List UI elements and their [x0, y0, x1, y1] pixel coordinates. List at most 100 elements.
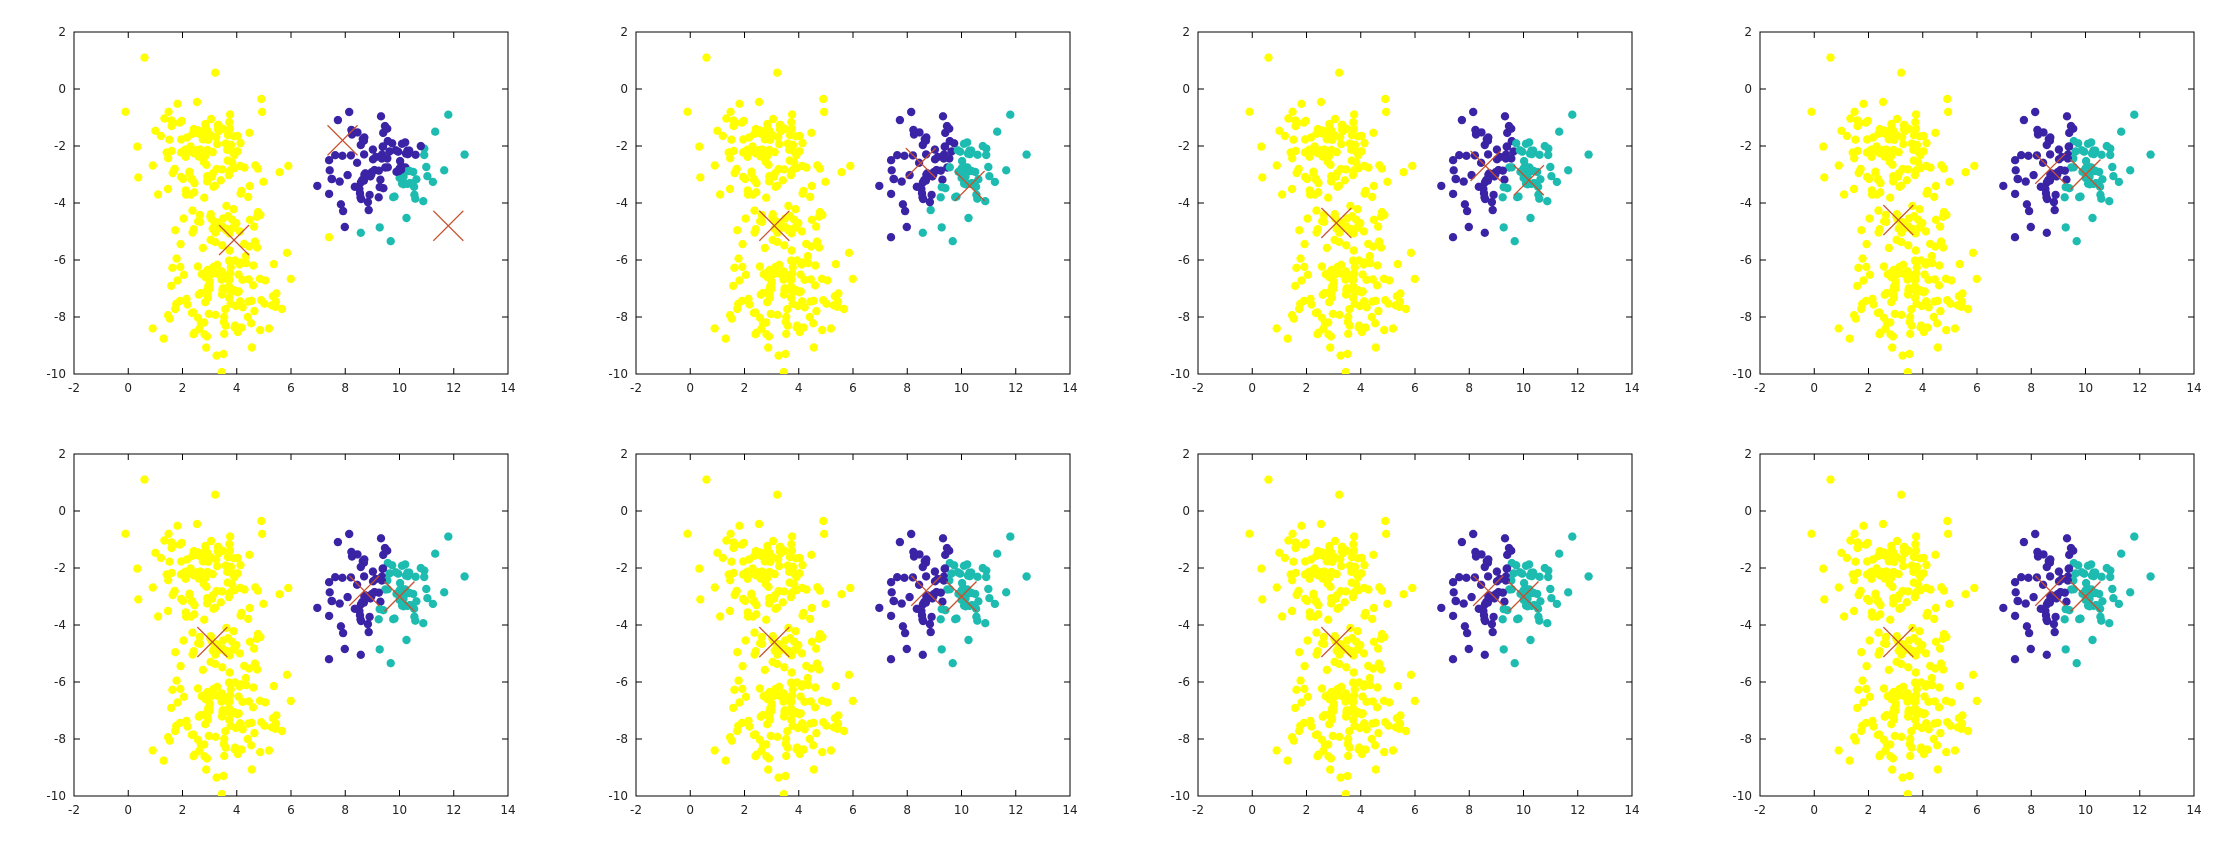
data-point: [729, 703, 738, 713]
data-point: [229, 554, 238, 563]
data-point: [1383, 599, 1392, 608]
data-point: [2091, 166, 2100, 176]
data-point: [1931, 242, 1940, 251]
data-point: [1349, 697, 1358, 706]
data-point: [245, 128, 254, 137]
data-point: [1395, 297, 1405, 306]
data-point: [1943, 529, 1953, 539]
data-point: [1310, 568, 1319, 578]
data-point: [1958, 289, 1967, 298]
data-point: [1911, 124, 1921, 133]
data-point: [1957, 719, 1967, 728]
data-point: [762, 193, 771, 202]
data-point: [1245, 529, 1254, 538]
data-point: [1939, 243, 1948, 252]
data-point: [1955, 681, 1965, 691]
data-point: [1875, 752, 1884, 761]
y-tick-label: -2: [1178, 139, 1190, 153]
data-point: [336, 200, 346, 209]
centroid-marker: [905, 147, 937, 179]
x-tick-label: 6: [1973, 803, 1981, 817]
data-point: [189, 124, 198, 134]
data-point: [741, 636, 750, 645]
y-tick-label: -10: [608, 789, 628, 803]
data-point: [1299, 118, 1309, 127]
data-point: [764, 765, 773, 774]
data-point: [1368, 697, 1378, 706]
data-point: [2054, 567, 2064, 576]
data-point: [2010, 578, 2020, 587]
data-point: [231, 723, 241, 733]
data-point: [939, 576, 948, 585]
data-point: [2105, 197, 2114, 206]
data-point: [1584, 150, 1593, 159]
data-point: [787, 697, 796, 706]
data-point: [2088, 213, 2097, 223]
data-point: [2045, 150, 2055, 159]
data-point: [780, 707, 789, 717]
data-point: [1498, 588, 1508, 597]
data-point: [1330, 632, 1340, 641]
data-point: [1917, 301, 1927, 311]
data-point: [364, 627, 373, 637]
data-point: [766, 309, 775, 319]
data-point: [217, 587, 227, 596]
data-point: [1334, 181, 1344, 190]
data-point: [1853, 703, 1862, 713]
data-point: [1373, 644, 1383, 653]
data-point: [225, 246, 234, 255]
data-point: [781, 771, 790, 781]
data-point: [235, 682, 244, 691]
data-point: [912, 604, 921, 613]
data-point: [431, 127, 440, 136]
data-point: [403, 146, 412, 155]
data-point: [1849, 606, 1859, 616]
data-point: [936, 193, 945, 202]
data-point: [237, 745, 246, 754]
data-point: [216, 598, 225, 607]
x-tick-label: 14: [2186, 381, 2201, 395]
data-point: [978, 563, 987, 573]
data-point: [1950, 324, 1960, 333]
data-point: [1529, 166, 1538, 176]
data-point: [741, 214, 750, 223]
data-point: [1313, 124, 1323, 134]
data-point: [237, 323, 246, 332]
data-point: [235, 260, 244, 269]
data-point: [786, 678, 796, 687]
data-point: [192, 97, 202, 107]
x-tick-label: 14: [1624, 803, 1639, 817]
data-point: [898, 200, 908, 209]
y-tick-label: -10: [1732, 367, 1752, 381]
data-point: [726, 154, 735, 163]
x-tick-label: 2: [741, 381, 749, 395]
y-tick-label: -2: [54, 561, 66, 575]
data-point: [1884, 665, 1894, 675]
data-point: [1899, 547, 1909, 556]
data-point: [389, 615, 398, 624]
data-point: [176, 239, 185, 249]
data-point: [2021, 599, 2030, 608]
data-point: [1324, 615, 1333, 624]
y-tick-label: -8: [1740, 732, 1752, 746]
data-point: [1933, 741, 1942, 750]
data-point: [163, 733, 173, 742]
data-point: [775, 646, 784, 655]
y-tick-label: -4: [54, 618, 66, 632]
data-point: [245, 603, 254, 613]
data-point: [964, 635, 973, 645]
data-point: [1859, 276, 1868, 285]
data-point: [209, 262, 218, 272]
data-point: [173, 521, 182, 530]
x-tick-label: -2: [630, 803, 642, 817]
data-point: [819, 529, 829, 539]
data-point: [1834, 161, 1844, 170]
data-point: [733, 226, 742, 235]
data-point: [1448, 578, 1458, 587]
data-point: [886, 655, 896, 664]
data-point: [338, 151, 347, 160]
data-point: [1368, 275, 1378, 284]
data-point: [167, 568, 176, 578]
data-point: [2022, 622, 2032, 631]
data-point: [764, 160, 773, 169]
